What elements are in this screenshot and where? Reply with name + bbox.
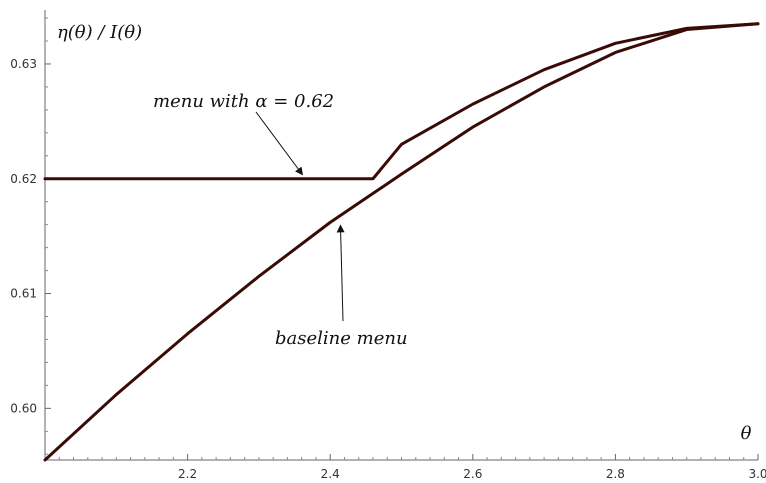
menu-alpha-062-line <box>43 22 760 181</box>
x-tick-label: 2.4 <box>321 467 340 481</box>
y-axis-label: η(θ) / I(θ) <box>57 22 142 43</box>
annotation-layer: menu with α = 0.62 baseline menu <box>153 91 408 349</box>
x-ticks-group: 2.2 2.4 2.6 2.8 3.0 <box>44 454 766 481</box>
x-tick-label: 2.8 <box>606 467 625 481</box>
x-tick-label: 2.6 <box>463 467 482 481</box>
y-tick-label: 0.60 <box>10 401 37 415</box>
y-tick-label: 0.61 <box>10 287 37 301</box>
annotation-arrow-menu-alpha <box>255 111 304 176</box>
baseline-menu-line <box>43 22 760 462</box>
x-tick-label: 2.2 <box>178 467 197 481</box>
y-tick-label: 0.63 <box>10 57 37 71</box>
y-ticks-group: 0.60 0.61 0.62 0.63 <box>10 17 51 455</box>
annotation-label-baseline: baseline menu <box>275 328 408 349</box>
annotation-label-menu-alpha: menu with α = 0.62 <box>153 91 334 112</box>
annotation-arrow-baseline <box>336 224 345 322</box>
series-layer <box>43 22 760 462</box>
y-tick-label: 0.62 <box>10 172 37 186</box>
x-tick-label: 3.0 <box>748 467 766 481</box>
x-axis-label: θ <box>741 423 752 444</box>
